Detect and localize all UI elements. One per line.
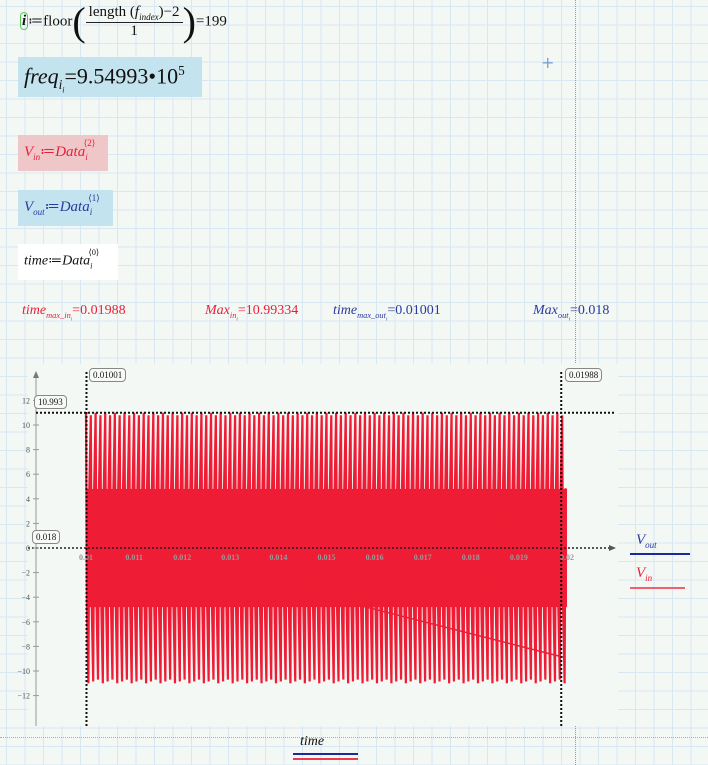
x-tick-label: 0.014 bbox=[269, 553, 287, 562]
x-axis-label[interactable]: time bbox=[300, 734, 325, 749]
times-op: • bbox=[148, 63, 157, 89]
freq-value: =9.54993 bbox=[64, 63, 149, 89]
y-tick-label: −8 bbox=[21, 642, 30, 651]
y-marker-label-1[interactable]: 10.993 bbox=[34, 395, 67, 409]
freq-exponent: 5 bbox=[178, 63, 185, 78]
legend-vin-line bbox=[630, 587, 685, 589]
x-axis-label-vout-line bbox=[293, 753, 358, 755]
legend-vout[interactable]: Vout bbox=[636, 532, 657, 550]
freq-region[interactable]: freqii=9.54993•105 bbox=[18, 57, 202, 97]
assign-op: ≔ bbox=[28, 13, 44, 30]
x-tick-label: 0.018 bbox=[462, 553, 480, 562]
floor-func: floor bbox=[43, 13, 73, 30]
paren-open: ( bbox=[72, 0, 86, 44]
y-tick-label: 4 bbox=[26, 495, 30, 504]
index-variable[interactable]: i bbox=[20, 12, 29, 31]
minus-two: −2 bbox=[163, 4, 180, 20]
y-tick-label: 6 bbox=[26, 470, 30, 479]
result-max-in[interactable]: Maxini=10.99334 bbox=[205, 303, 299, 323]
result-time-max-out[interactable]: timemax_outi=0.01001 bbox=[333, 303, 441, 323]
freq-sub: ii bbox=[58, 76, 65, 95]
index-result: =199 bbox=[195, 13, 227, 30]
legend-vout-line bbox=[630, 553, 690, 555]
y-tick-label: −12 bbox=[17, 692, 30, 701]
x-axis-label-vin-line bbox=[293, 758, 358, 760]
page-boundary-horizontal bbox=[0, 737, 708, 738]
x-tick-label: 0.011 bbox=[125, 553, 143, 562]
x-tick-label: 0.012 bbox=[173, 553, 191, 562]
fraction: length (findex)−2 1 bbox=[85, 4, 183, 40]
time-definition[interactable]: time≔Datai⟨0⟩ bbox=[18, 244, 118, 280]
vin-return-segment bbox=[258, 579, 565, 659]
y-tick-label: 0 bbox=[26, 544, 30, 553]
vin-definition[interactable]: Vin≔Datai⟨2⟩ bbox=[18, 135, 108, 171]
y-tick-label: 12 bbox=[22, 396, 30, 405]
crosshair-cursor-icon: + bbox=[541, 53, 555, 72]
length-func: length bbox=[88, 4, 127, 20]
result-time-max-in[interactable]: timemax_ini=0.01988 bbox=[22, 303, 126, 323]
y-marker-label-2[interactable]: 0.018 bbox=[32, 530, 61, 544]
y-tick-label: 8 bbox=[26, 446, 30, 455]
vin-trace bbox=[84, 412, 567, 684]
y-tick-label: 10 bbox=[22, 421, 30, 430]
y-tick-label: −4 bbox=[21, 593, 30, 602]
y-axis-arrow-icon bbox=[33, 371, 39, 378]
paren-close: ) bbox=[182, 0, 196, 44]
x-tick-label: 0.013 bbox=[221, 553, 239, 562]
f-sub: index bbox=[139, 12, 159, 22]
vout-definition[interactable]: Vout≔Datai⟨1⟩ bbox=[18, 190, 113, 226]
x-axis-arrow-icon bbox=[609, 545, 616, 551]
y-tick-label: −6 bbox=[21, 618, 30, 627]
freq-base: 10 bbox=[156, 63, 179, 89]
index-definition[interactable]: i ≔floor(length (findex)−2 1)=199 bbox=[20, 2, 227, 42]
freq-var: freq bbox=[24, 63, 59, 89]
x-tick-label: 0.017 bbox=[414, 553, 432, 562]
y-tick-label: −10 bbox=[17, 667, 30, 676]
y-tick-label: −2 bbox=[21, 569, 30, 578]
x-marker-label-1[interactable]: 0.01001 bbox=[89, 368, 127, 382]
f-var: f bbox=[134, 4, 140, 20]
y-tick-label: 2 bbox=[26, 519, 30, 528]
x-marker-label-2[interactable]: 0.01988 bbox=[565, 368, 603, 382]
x-tick-label: 0.02 bbox=[560, 553, 574, 562]
x-tick-label: 0.019 bbox=[510, 553, 528, 562]
result-max-out[interactable]: Maxouti=0.018 bbox=[533, 303, 610, 323]
legend-vin[interactable]: Vin bbox=[636, 565, 653, 583]
x-tick-label: 0.016 bbox=[366, 553, 384, 562]
x-tick-label: 0.015 bbox=[318, 553, 336, 562]
denominator: 1 bbox=[130, 23, 138, 39]
